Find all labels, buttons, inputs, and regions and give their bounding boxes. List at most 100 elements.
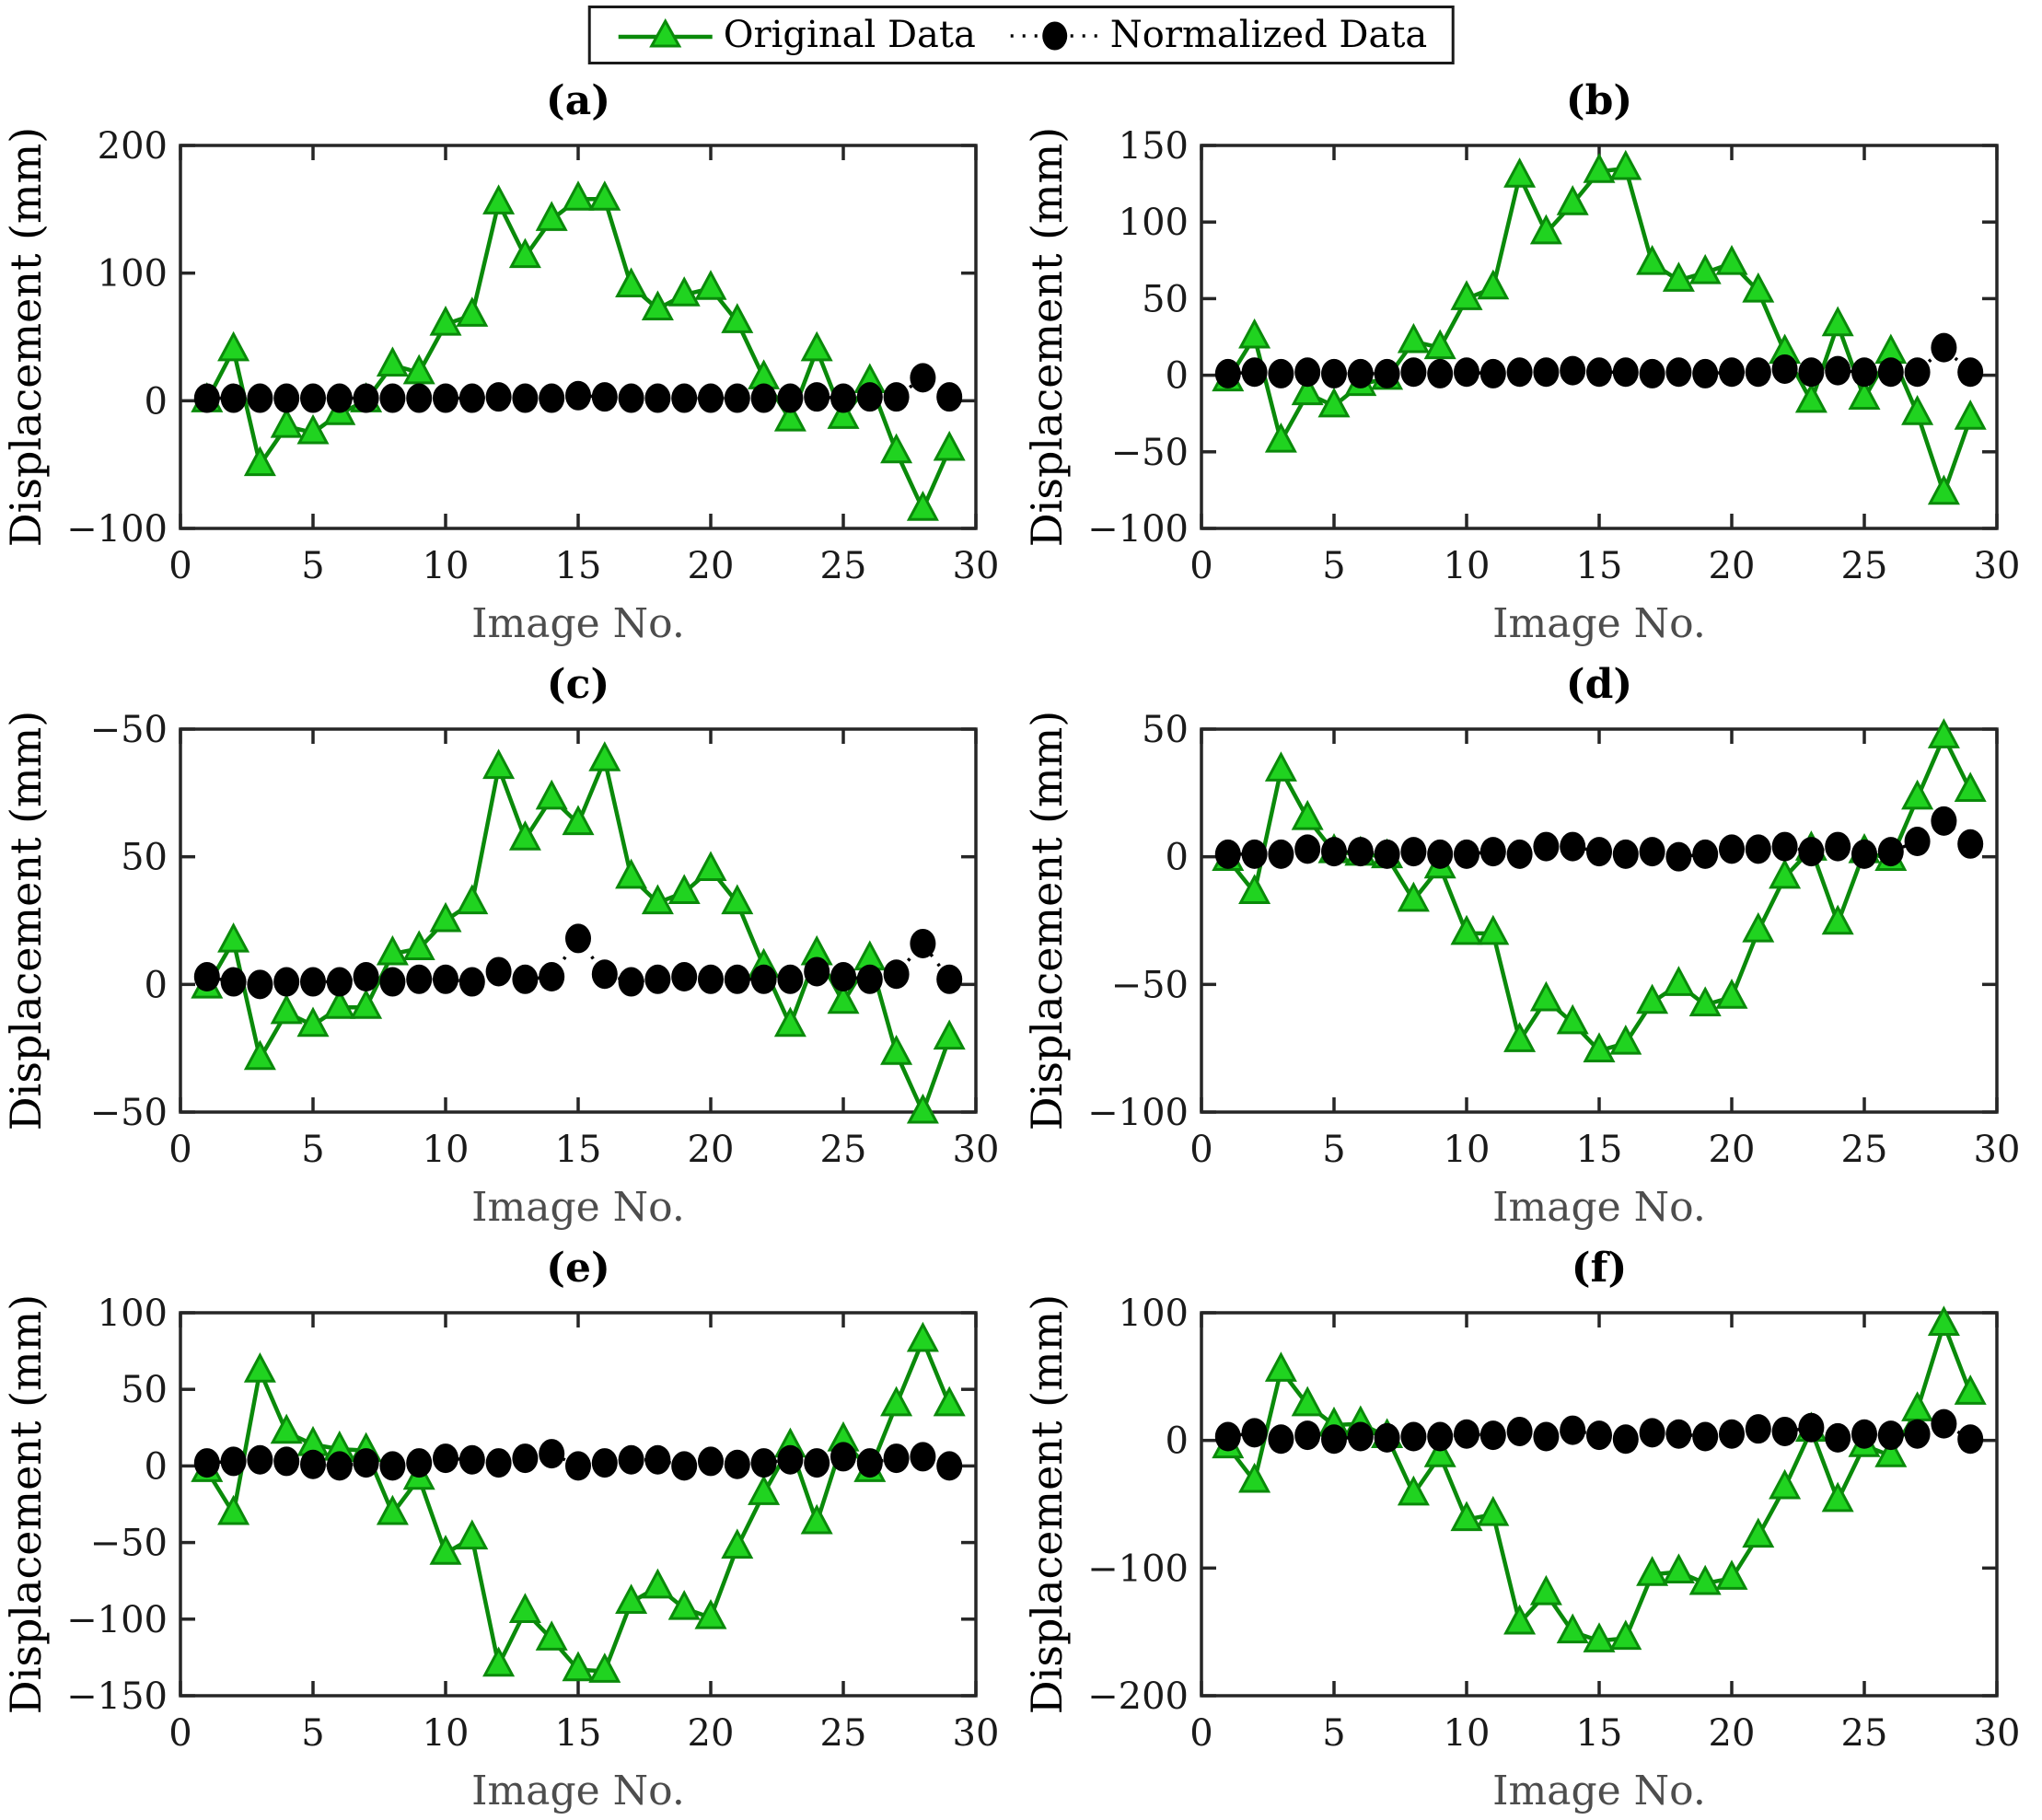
triangle-marker [350,989,383,1019]
triangle-marker [1291,799,1324,830]
circle-marker [273,967,300,997]
y-tick-label: −50 [1111,432,1189,474]
triangle-marker [721,303,754,333]
circle-marker [1454,1419,1479,1449]
y-tick-label: 50 [1142,278,1189,320]
triangle-marker [296,413,330,445]
triangle-marker [588,1652,621,1683]
legend-item-original: Original Data [615,14,976,56]
triangle-marker [1609,149,1642,180]
circle-marker [1560,1415,1586,1445]
circle-marker [1586,357,1612,388]
x-tick-label: 25 [1841,1712,1888,1755]
circle-marker [1665,357,1692,388]
circle-marker [1241,839,1268,869]
chart-panel-a: (a) Displacement (mm) Image No. 0 5 10 15 20 25 3… [1,77,999,647]
circle-marker [1400,357,1427,388]
circle-marker [379,967,406,997]
triangle-marker [721,1528,754,1559]
x-tick-label: 20 [688,1129,735,1171]
circle-marker [698,964,724,994]
triangle-marker [1450,280,1483,310]
circle-marker [1612,839,1639,869]
circle-marker [1877,837,1904,867]
circle-marker [485,1448,512,1478]
triangle-marker [1238,1462,1271,1493]
triangle-marker [1715,1559,1748,1590]
triangle-marker [800,1503,833,1535]
circle-marker [512,383,539,413]
triangle-marker [1769,858,1802,889]
circle-marker [1745,357,1771,388]
circle-marker [1665,841,1692,872]
legend: Original Data Normalized Data [587,6,1455,64]
circle-marker [1692,839,1719,869]
circle-marker [1639,1418,1665,1448]
circle-marker [458,383,485,413]
circle-marker [1639,837,1665,867]
circle-marker [273,1446,300,1477]
circle-marker [1321,358,1347,388]
x-tick-label: 30 [953,1712,1000,1755]
circle-marker [1825,1422,1851,1453]
circle-marker [1400,837,1427,867]
circle-marker [1214,839,1241,869]
circle-marker [1745,834,1771,864]
circle-marker [1294,1420,1321,1451]
x-axis-label: Image No. [471,1768,685,1814]
x-axis-label: Image No. [1492,1184,1706,1231]
circle-marker [220,1446,247,1477]
circle-marker [1665,1419,1692,1449]
y-tick-label: 50 [1142,709,1189,751]
circle-marker [512,1443,539,1474]
circle-marker [1294,357,1321,388]
triangle-marker [694,1598,727,1629]
x-tick-label: 0 [168,1129,191,1171]
circle-marker [830,383,856,413]
circle-marker [591,959,618,990]
triangle-marker [1954,400,1987,430]
circle-marker [1931,332,1957,363]
circle-marker [379,383,406,413]
triangle-marker [1662,261,1695,292]
y-tick-label: −100 [66,1599,168,1641]
triangle-marker [880,433,913,464]
triangle-marker [800,330,833,362]
circle-marker [1825,355,1851,386]
triangle-marker [906,1321,939,1352]
circle-marker [539,383,565,413]
triangle-marker [1583,1622,1616,1652]
circle-marker [1692,358,1719,388]
circle-marker [1957,829,1984,859]
original-data-line [204,196,952,512]
circle-marker [910,928,936,958]
triangle-marker [615,267,648,298]
circle-marker [220,383,247,413]
circle-marker [1214,358,1241,388]
circle-marker [830,1442,856,1472]
circle-marker [910,1442,936,1472]
circle-marker [1745,1414,1771,1444]
triangle-marker [1927,474,1960,505]
triangle-marker [1636,1556,1669,1586]
y-tick-label: 100 [1119,202,1189,244]
triangle-marker [1742,911,1775,943]
triangle-marker [1264,751,1297,782]
triangle-marker [1954,1374,1987,1405]
circle-marker [353,1448,379,1478]
triangle-marker [721,884,754,915]
circle-marker [936,964,963,994]
triangle-marker [1529,980,1562,1012]
circle-marker [618,967,644,997]
triangle-marker [1901,1391,1934,1421]
circle-marker [1798,837,1825,867]
circle-marker [936,1451,963,1481]
circle-marker [1347,1421,1374,1452]
triangle-marker [1477,269,1510,300]
triangle-marker [1688,1564,1722,1595]
circle-marker [856,382,883,412]
circle-marker [644,383,671,413]
triangle-marker [1529,214,1562,245]
original-data-marker-icon [618,17,713,48]
triangle-marker [1556,1613,1589,1644]
